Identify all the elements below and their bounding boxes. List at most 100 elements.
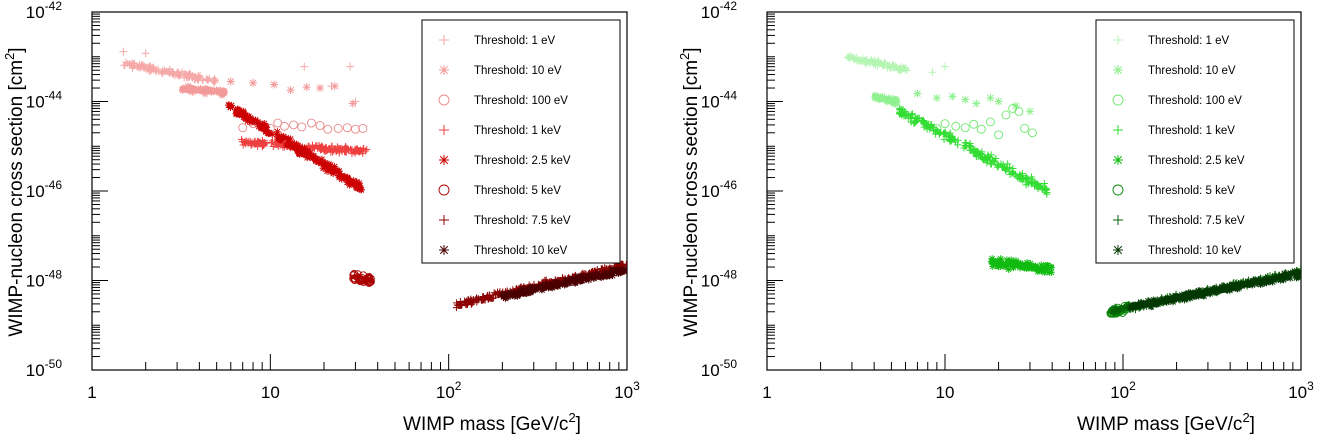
data-point — [284, 141, 292, 149]
data-point — [198, 76, 206, 84]
data-point — [1167, 297, 1175, 305]
data-point — [479, 294, 487, 302]
legend-marker — [1113, 35, 1123, 45]
data-point — [242, 111, 250, 119]
data-point — [300, 150, 308, 158]
data-point — [577, 277, 585, 285]
data-point — [1184, 289, 1192, 297]
data-point — [1201, 288, 1209, 296]
data-point — [960, 123, 970, 133]
data-point — [356, 146, 364, 154]
data-point — [946, 137, 954, 145]
data-point — [940, 119, 950, 129]
data-point — [554, 281, 562, 289]
data-point — [277, 132, 285, 140]
data-point — [328, 144, 336, 152]
data-point — [952, 138, 960, 146]
data-point — [1250, 277, 1258, 285]
data-point — [171, 72, 179, 80]
x-axis-label: WIMP mass [GeV/c2] — [1077, 410, 1255, 435]
legend-label: Threshold: 10 keV — [1148, 245, 1242, 257]
data-point — [1198, 291, 1206, 299]
data-point — [310, 144, 318, 152]
data-point — [150, 65, 158, 73]
data-point — [239, 110, 247, 118]
data-point — [302, 83, 311, 92]
data-point — [316, 84, 325, 93]
data-point — [1040, 179, 1048, 187]
data-point — [314, 158, 322, 166]
legend-box — [421, 19, 621, 264]
data-point — [602, 271, 610, 279]
data-point — [941, 62, 949, 71]
legend-marker — [1113, 215, 1123, 225]
data-point — [972, 153, 980, 161]
data-point — [609, 272, 617, 280]
data-point — [931, 127, 939, 135]
data-point — [1292, 268, 1300, 276]
data-point — [189, 72, 197, 80]
data-point — [1141, 301, 1149, 309]
data-point — [333, 166, 341, 174]
data-point — [145, 63, 153, 71]
data-point — [871, 92, 879, 100]
x-tick-label: 1 — [762, 383, 771, 402]
legend-box — [1095, 19, 1295, 264]
series-3 — [923, 103, 1037, 140]
data-point — [618, 268, 626, 276]
data-point — [456, 301, 464, 309]
data-point — [349, 179, 357, 187]
data-point — [191, 85, 199, 93]
data-point — [1033, 182, 1041, 190]
data-point — [1162, 298, 1170, 306]
series-4 — [895, 104, 1051, 198]
data-point — [1287, 270, 1295, 278]
data-point — [335, 171, 343, 179]
data-point — [1215, 287, 1223, 295]
data-point — [1001, 110, 1011, 120]
data-point — [549, 281, 557, 289]
data-point — [1148, 301, 1156, 309]
y-tick-label: 10-48 — [701, 268, 738, 291]
data-point — [907, 114, 915, 122]
data-point — [961, 139, 969, 147]
data-point — [321, 159, 329, 167]
data-point — [348, 150, 356, 158]
data-point — [948, 92, 957, 101]
data-point — [867, 57, 875, 65]
legend-marker — [1113, 245, 1123, 255]
data-point — [323, 167, 331, 175]
legend-label: Threshold: 7.5 keV — [474, 215, 571, 227]
data-point — [1016, 171, 1024, 179]
data-point — [286, 86, 295, 95]
data-point — [566, 275, 574, 283]
data-point — [319, 164, 327, 172]
legend-marker — [1113, 65, 1123, 75]
data-point — [537, 282, 545, 290]
data-point — [297, 122, 307, 132]
legend-label: Threshold: 10 keV — [474, 245, 568, 257]
data-point — [992, 258, 1000, 266]
data-point — [561, 280, 569, 288]
data-point — [366, 277, 375, 286]
data-point — [309, 143, 317, 151]
data-point — [879, 92, 887, 100]
data-point — [1282, 272, 1290, 280]
data-point — [1025, 107, 1034, 116]
y-tick-label: 10-44 — [26, 89, 63, 112]
data-point — [1169, 293, 1177, 301]
y-tick-label: 10-46 — [701, 178, 738, 201]
data-point — [908, 111, 916, 119]
data-point — [262, 128, 270, 136]
legend-label: Threshold: 1 eV — [474, 35, 556, 47]
data-point — [1193, 291, 1201, 299]
data-point — [951, 121, 961, 131]
data-point — [342, 123, 352, 133]
data-point — [1243, 280, 1251, 288]
data-point — [1115, 307, 1123, 315]
data-point — [236, 108, 244, 116]
data-point — [1194, 287, 1202, 295]
x-tick-label: 102 — [1110, 379, 1136, 402]
data-point — [125, 60, 133, 68]
data-point — [352, 147, 360, 155]
